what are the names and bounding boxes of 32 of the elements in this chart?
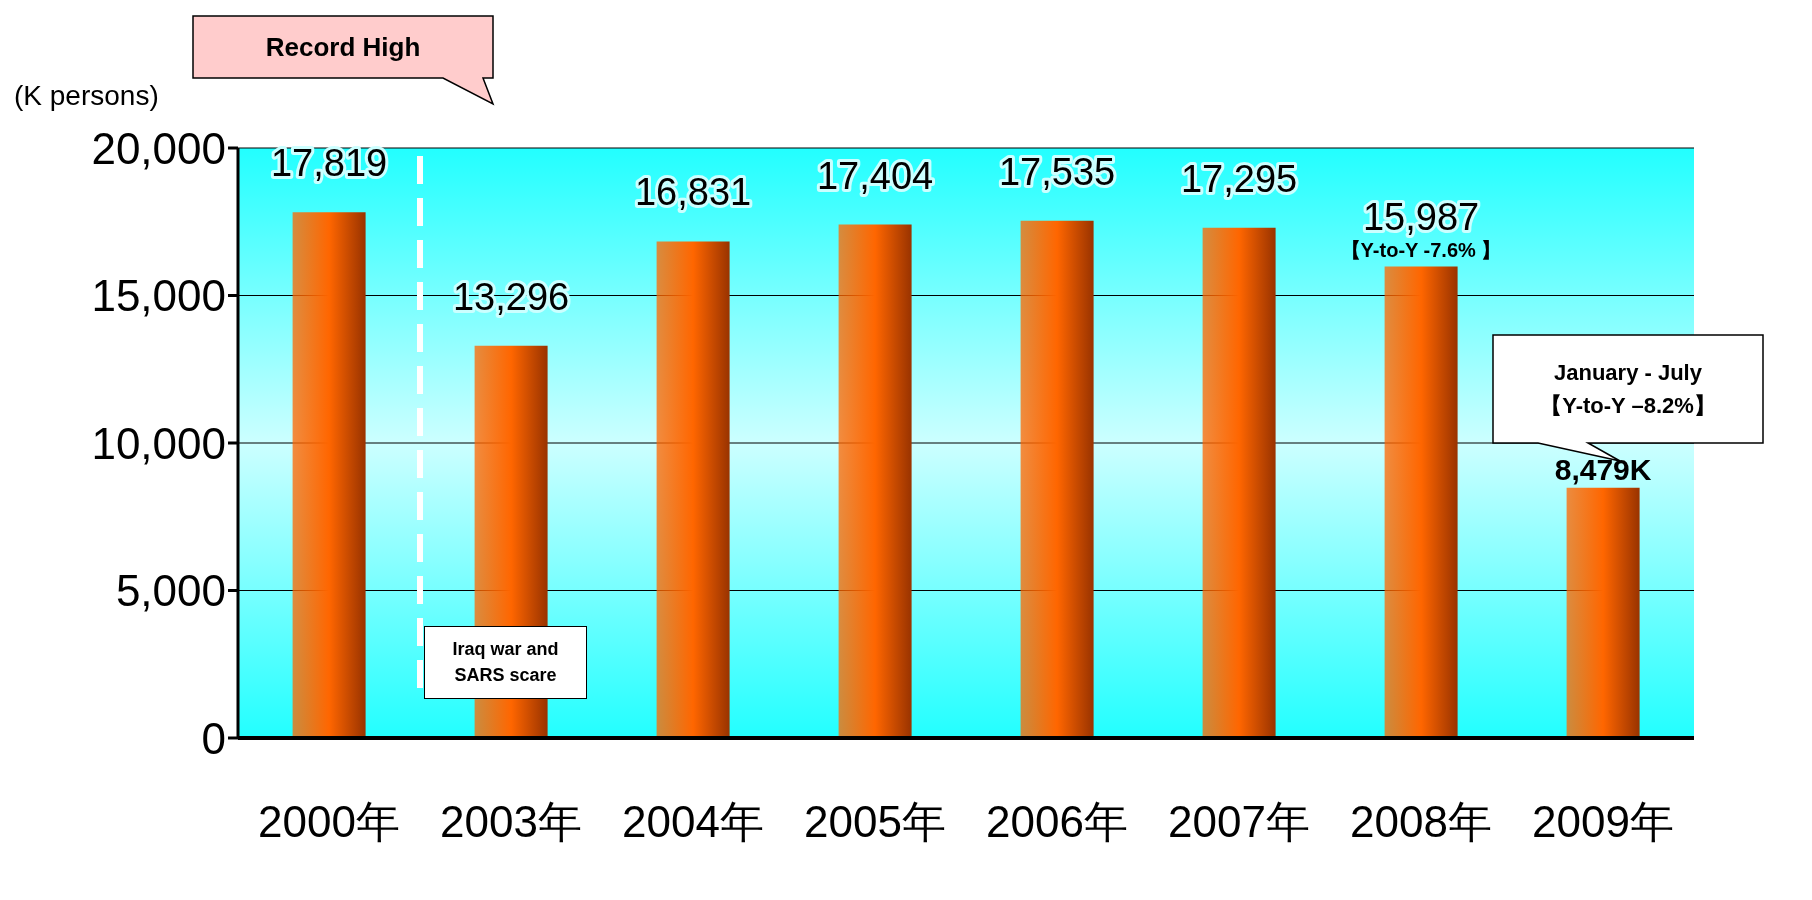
y-axis-title: (K persons): [14, 80, 159, 112]
text: Record High: [265, 30, 421, 64]
x-tick-label: 2005年: [804, 797, 946, 847]
data-label: 17,404: [816, 154, 934, 197]
data-label: 17,295: [1180, 157, 1298, 200]
y-tick-label: 5,000: [115, 566, 226, 616]
x-tick-label: 2009年: [1532, 797, 1674, 847]
annotation: 【Y-to-Y -7.6% 】: [1340, 239, 1502, 261]
data-label: 15,987: [1362, 196, 1480, 239]
bar: [1566, 487, 1640, 738]
x-tick-label: 2007年: [1168, 797, 1310, 847]
y-tick-label: 20,000: [91, 123, 226, 173]
data-label: 8,479K: [1554, 452, 1652, 486]
x-tick-label: 2006年: [986, 797, 1128, 847]
data-label: 17,535: [998, 150, 1116, 193]
data-label: 17,819: [270, 142, 388, 185]
y-tick-label: 0: [201, 713, 226, 763]
bar: [838, 224, 912, 738]
bar: [1384, 266, 1458, 738]
bar: [292, 212, 366, 738]
data-label: 16,831: [634, 171, 752, 214]
x-tick-label: 2000年: [258, 797, 400, 847]
annotation: January - July 【Y-to-Y –8.2%】: [1540, 359, 1716, 420]
y-tick-label: 15,000: [91, 271, 226, 321]
x-tick-label: 2003年: [440, 797, 582, 847]
bar: [1020, 220, 1094, 738]
bar: [1202, 227, 1276, 738]
bar: [656, 241, 730, 738]
ref-line-label: Iraq war and SARS scare: [451, 638, 560, 687]
y-tick-label: 10,000: [91, 418, 226, 468]
x-tick-label: 2008年: [1350, 797, 1492, 847]
x-tick-label: 2004年: [622, 797, 764, 847]
